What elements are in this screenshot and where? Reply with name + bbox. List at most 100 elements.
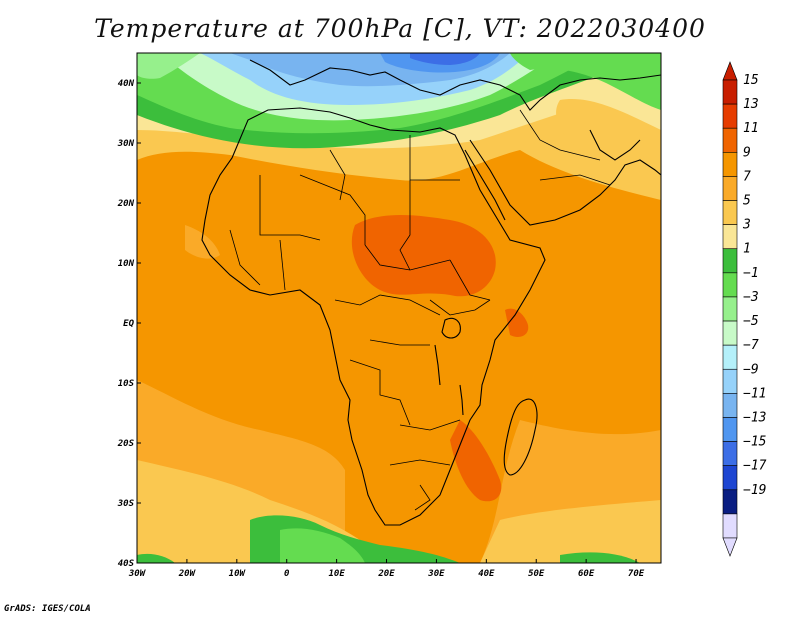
border-8 (349, 359, 411, 426)
lat-tick-label: 40N (118, 79, 135, 89)
lat-tick-label: 20N (117, 199, 135, 209)
lon-tick-label: 30W (128, 569, 147, 579)
lat-tick-label: 10N (118, 259, 135, 269)
lon-tick-label: 10E (328, 569, 345, 579)
colorbar-swatch (722, 200, 738, 225)
coastlines (201, 59, 661, 526)
colorbar-label: 9 (743, 145, 751, 160)
lon-tick-label: 50E (528, 569, 545, 579)
lake-victoria (441, 317, 461, 339)
colorbar-label: 15 (743, 73, 759, 88)
lon-tick-label: 30E (427, 569, 445, 579)
lon-tick-label: 20E (377, 569, 395, 579)
colorbar-swatch (722, 103, 738, 129)
border-4 (364, 244, 451, 271)
colorbar-label: −17 (743, 459, 767, 474)
border-18 (414, 484, 431, 511)
colorbar-label: −19 (743, 483, 766, 498)
field-se-green (560, 552, 640, 563)
lon-tick-label: 10W (229, 569, 247, 579)
colorbar-swatch (722, 272, 738, 298)
country-borders (229, 109, 611, 511)
border-2 (299, 174, 366, 245)
lat-tick-label: 40S (118, 559, 135, 569)
colorbar-swatch (722, 489, 738, 515)
europe-coastline (249, 59, 661, 111)
map-axes: 30W 20W 10W 0 10E 20E 30E 40E 50E 60E 70E 40N 30N 20N… (117, 79, 645, 579)
colorbar-swatch (722, 441, 738, 466)
field-arabia-yellow (556, 99, 661, 180)
border-17 (539, 174, 611, 186)
field-central-africa-hot (351, 215, 496, 297)
temperature-field (137, 53, 661, 563)
field-somalia-hot (505, 308, 529, 337)
border-12 (279, 239, 286, 291)
border-5 (449, 259, 491, 301)
field-south-africa-hot (450, 420, 502, 502)
colorbar-label: −7 (743, 338, 759, 353)
lat-tick-label: 30N (117, 139, 135, 149)
border-6 (334, 294, 441, 316)
chart-title: Temperature at 700hPa [C], VT: 202203040… (94, 14, 706, 43)
colorbar-swatch (722, 320, 738, 346)
colorbar-label: 13 (743, 97, 759, 112)
colorbar-label: −15 (743, 435, 767, 450)
grads-credit: GrADS: IGES/COLA (4, 604, 91, 614)
plot-frame (136, 52, 662, 564)
field-arabia-green (510, 53, 661, 110)
lon-tick-label: 20W (178, 569, 197, 579)
colorbar-swatch (722, 248, 738, 274)
lon-tick-label: 60E (578, 569, 595, 579)
colorbar-swatch (722, 79, 738, 105)
colorbar-label: −5 (743, 314, 759, 329)
colorbar-label: −1 (743, 266, 759, 281)
colorbar-label: −13 (743, 410, 766, 425)
lon-tick-label: 0 (284, 569, 290, 579)
border-11 (229, 229, 261, 286)
colorbar-bottom-arrow (722, 537, 738, 557)
colorbar-swatch (722, 127, 738, 153)
border-16 (519, 109, 601, 161)
border-9 (399, 419, 461, 431)
field-nw-green (137, 53, 200, 79)
colorbar-swatch (722, 513, 738, 539)
colorbar-swatch (722, 465, 738, 491)
lat-tick-label: 10S (118, 379, 135, 389)
border-15 (429, 299, 491, 316)
colorbar-label: 1 (743, 242, 751, 257)
colorbar-top-arrow (722, 61, 738, 81)
colorbar-swatch (722, 296, 738, 322)
field-south-indian-yellow (480, 500, 661, 563)
colorbar-label: 11 (743, 121, 759, 136)
colorbar-swatch (722, 224, 738, 250)
border-7 (369, 339, 430, 346)
field-med-blue4 (410, 53, 480, 65)
lake-malawi (459, 384, 464, 416)
lat-tick-label: 30S (117, 499, 135, 509)
madagascar-coastline (503, 398, 538, 476)
border-3 (399, 180, 411, 271)
field-south-lightgreen (280, 528, 365, 563)
colorbar-label: 5 (743, 194, 751, 209)
colorbar-label: 3 (742, 218, 751, 233)
border-10 (389, 459, 451, 466)
red-sea-coast (464, 149, 506, 221)
lon-tick-label: 70E (628, 569, 645, 579)
colorbar: 15 13 11 9 7 5 3 1 −1 −3 −5 −7 −9 −11 −13 −15 −17 −19 (722, 61, 767, 557)
field-sw-green (137, 553, 175, 563)
colorbar-swatch (722, 368, 738, 394)
border-14 (409, 135, 460, 181)
colorbar-label: −9 (743, 362, 759, 377)
colorbar-swatch (722, 344, 738, 370)
lat-tick-label: EQ (123, 319, 134, 329)
lat-tick-label: 20S (117, 439, 135, 449)
arabia-coastline (469, 139, 661, 226)
colorbar-swatch (722, 176, 738, 201)
colorbar-swatch (722, 152, 738, 177)
colorbar-swatch (722, 393, 738, 418)
colorbar-label: −11 (743, 386, 766, 401)
lon-tick-label: 40E (478, 569, 495, 579)
persian-gulf-coast (589, 129, 641, 161)
border-13 (329, 149, 346, 201)
